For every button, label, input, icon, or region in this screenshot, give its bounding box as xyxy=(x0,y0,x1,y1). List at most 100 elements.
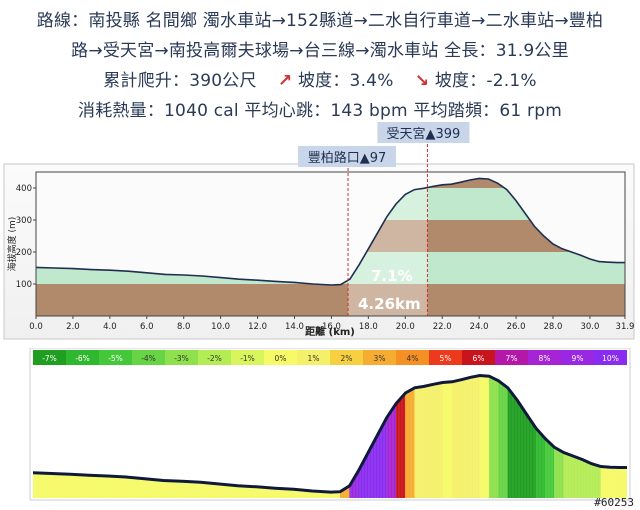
elevation-point-24 xyxy=(404,193,406,195)
grade-legend-label-17: 10% xyxy=(602,354,619,363)
grade-legend-label-4: -3% xyxy=(174,354,189,363)
elevation-point-33 xyxy=(487,178,489,180)
grade-legend-swatch-17 xyxy=(594,350,627,365)
segment-grade-label: 7.1% xyxy=(371,267,413,285)
grade-legend-label-8: 1% xyxy=(308,354,320,363)
y-tick-label-3: 400 xyxy=(16,184,32,194)
arrow-down-right-icon: ↘ xyxy=(414,71,430,91)
elevation-point-2 xyxy=(72,268,74,270)
grade-segment-47 xyxy=(619,467,627,498)
elevation-line xyxy=(36,177,625,286)
grade-legend-label-10: 3% xyxy=(374,354,386,363)
elevation-point-30 xyxy=(460,181,462,183)
route-line-2: 路→受天宮→南投高爾夫球場→台三線→濁水車站 全長：31.9公里 xyxy=(0,36,640,61)
grade-legend-swatch-13 xyxy=(462,350,495,365)
elevation-point-26 xyxy=(423,187,425,189)
grade-legend-label-12: 5% xyxy=(440,354,452,363)
elevation-point-19 xyxy=(358,264,360,266)
sky-area xyxy=(36,172,625,285)
grade-legend-label-3: -4% xyxy=(141,354,156,363)
slope-down: 坡度：-2.1% xyxy=(434,71,537,91)
elevation-point-23 xyxy=(395,203,397,205)
grade-segment-33 xyxy=(489,375,499,498)
elevation-point-36 xyxy=(515,200,517,202)
elevation-point-11 xyxy=(238,278,240,280)
grade-legend-swatch-6 xyxy=(231,350,264,365)
slope-up: 坡度：3.4% xyxy=(297,71,394,91)
grade-legend-swatch-11 xyxy=(396,350,429,365)
elevation-point-34 xyxy=(496,182,499,184)
annotation-label-0: 豐柏路口▲97 xyxy=(308,150,387,166)
elevation-point-31 xyxy=(469,179,471,181)
x-tick-label-1: 2.0 xyxy=(66,322,80,332)
x-axis-label: 距離 (km) xyxy=(305,325,355,338)
elevation-point-22 xyxy=(386,216,388,218)
elevation-point-25 xyxy=(413,189,416,191)
y-tick-label-1: 200 xyxy=(16,248,32,258)
grade-legend-swatch-1 xyxy=(66,350,99,365)
x-tick-label-9: 18.0 xyxy=(359,322,378,332)
x-tick-label-13: 26.0 xyxy=(507,322,526,332)
x-tick-label-10: 20.0 xyxy=(396,322,415,332)
elevation-point-5 xyxy=(127,270,129,272)
x-tick-label-14: 28.0 xyxy=(544,322,563,332)
climb-line: 累計爬升：390公尺 ↗ 坡度：3.4% ↘ 坡度：-2.1% xyxy=(0,66,640,91)
elevation-point-6 xyxy=(146,272,148,274)
elevation-point-43 xyxy=(580,254,582,256)
grade-legend-label-6: -1% xyxy=(240,354,255,363)
grade-legend-swatch-4 xyxy=(165,350,198,365)
elevation-point-20 xyxy=(367,248,369,250)
elevation-point-38 xyxy=(533,225,536,227)
grade-legend: -7% -6% -5% -4% -3% -2% -1% 0% 1% 2% 3% 4% 5% 6% 7% 8% 9… xyxy=(33,350,627,365)
stats-text: 消耗熱量：1040 cal 平均心跳：143 bpm 平均踏頻：61 rpm xyxy=(78,101,562,121)
arrow-up-right-icon: ↗ xyxy=(277,71,293,91)
grade-legend-swatch-3 xyxy=(132,350,165,365)
grade-legend-swatch-14 xyxy=(495,350,528,365)
x-tick-label-16: 31.9 xyxy=(616,322,635,332)
grade-segment-43 xyxy=(582,459,592,498)
x-tick-label-5: 10.0 xyxy=(211,322,230,332)
grade-sky xyxy=(33,368,627,493)
route-text-1: 路線：南投縣 名間鄉 濁水車站→152縣道→二水自行車道→二水車站→豐柏 xyxy=(36,11,604,31)
grade-segment-1 xyxy=(51,473,71,498)
x-tick-label-11: 22.0 xyxy=(433,322,452,332)
elevation-point-28 xyxy=(441,184,443,186)
grade-legend-label-5: -2% xyxy=(207,354,222,363)
elevation-point-21 xyxy=(376,232,379,234)
grade-outline xyxy=(33,373,627,494)
grade-legend-swatch-16 xyxy=(561,350,594,365)
total-climb: 累計爬升：390公尺 xyxy=(103,71,257,91)
grade-legend-label-14: 7% xyxy=(506,354,518,363)
x-axis-ticks: 0.0 2.0 4.0 6.0 8.0 10.0 12.0 14.0 16.0 18.0 20.0 2… xyxy=(29,316,634,332)
stats-line: 消耗熱量：1040 cal 平均心跳：143 bpm 平均踏頻：61 rpm xyxy=(0,96,640,121)
grade-segment-41 xyxy=(563,452,574,498)
elevation-point-4 xyxy=(109,269,111,271)
elevation-point-16 xyxy=(330,284,333,286)
elevation-point-45 xyxy=(598,261,600,263)
elevation-point-27 xyxy=(432,185,434,187)
elevation-point-3 xyxy=(90,269,92,271)
grade-legend-swatch-12 xyxy=(429,350,462,365)
x-tick-label-12: 24.0 xyxy=(470,322,489,332)
elevation-point-10 xyxy=(220,277,222,279)
grade-segment-23 xyxy=(395,392,406,498)
route-text-2: 路→受天宮→南投高爾夫球場→台三線→濁水車站 全長：31.9公里 xyxy=(71,41,569,61)
segment-highlight xyxy=(348,172,428,316)
y-tick-label-0: 100 xyxy=(16,280,32,290)
elevation-point-42 xyxy=(570,251,573,253)
grade-profile-chart: -7% -6% -5% -4% -3% -2% -1% 0% 1% 2% 3% 4% 5% 6% 7% 8% 9… xyxy=(29,348,631,501)
grade-legend-label-11: 4% xyxy=(407,354,419,363)
elevation-point-35 xyxy=(506,189,508,191)
elevation-point-47 xyxy=(617,261,619,264)
grade-segment-2 xyxy=(70,473,90,498)
grade-segment-3 xyxy=(88,475,108,498)
elevation-point-8 xyxy=(183,274,185,276)
elevation-point-1 xyxy=(53,267,56,269)
grade-segment-31 xyxy=(470,375,481,498)
elevation-point-32 xyxy=(478,177,480,179)
x-tick-label-2: 4.0 xyxy=(103,322,117,332)
elevation-point-15 xyxy=(312,283,314,285)
grade-legend-swatch-10 xyxy=(363,350,396,365)
elevation-chart: 100 200 300 400 0.0 2.0 4.0 6.0 8.0 10.0 12.0 14.0… xyxy=(3,122,635,340)
